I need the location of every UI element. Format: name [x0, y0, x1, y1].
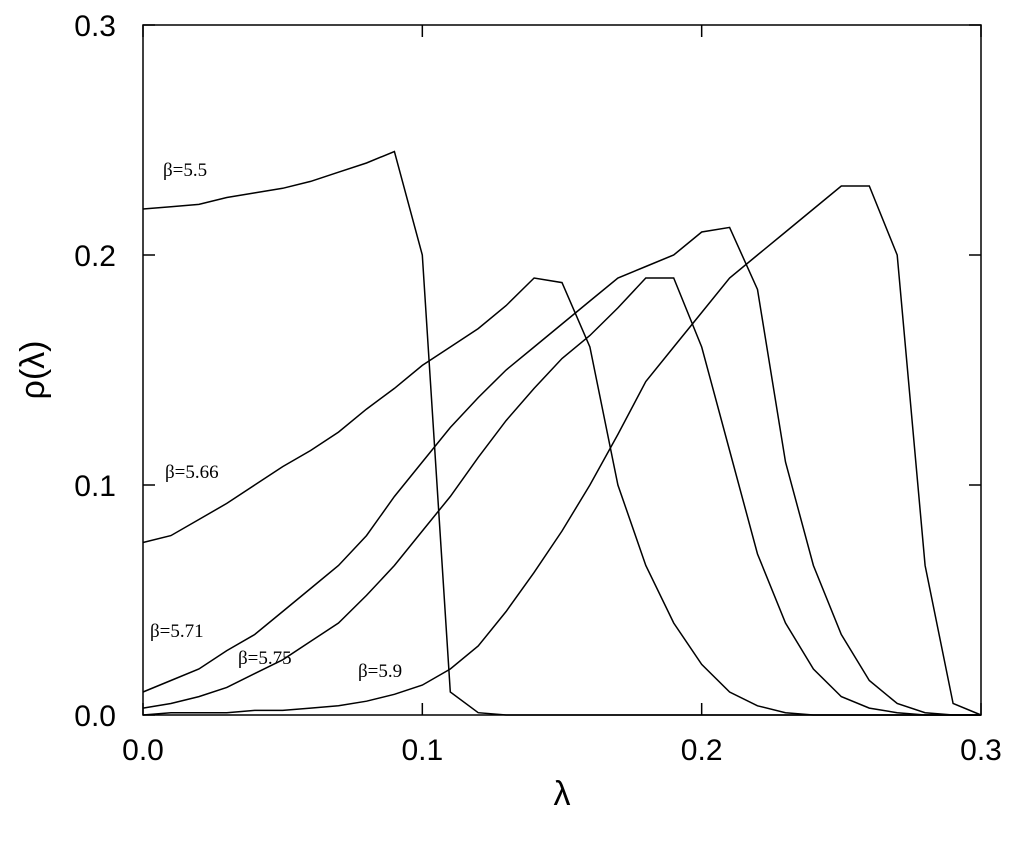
- x-tick-label: 0.1: [401, 734, 443, 767]
- y-tick-label: 0.3: [74, 10, 116, 43]
- series-line: [142, 185, 982, 716]
- series-label: β=5.5: [163, 160, 207, 181]
- y-axis-label: ρ(λ): [14, 341, 52, 400]
- series-line: [142, 277, 981, 716]
- x-tick-label: 0.3: [960, 734, 1002, 767]
- series-label: β=5.9: [358, 661, 402, 682]
- x-tick-label: 0.0: [122, 734, 164, 767]
- plot-frame: [142, 24, 982, 716]
- series-line: [142, 277, 981, 716]
- y-tick-label: 0.1: [74, 470, 116, 503]
- y-tick-label: 0.0: [74, 700, 116, 733]
- series-label: β=5.66: [165, 462, 219, 483]
- series-line: [142, 150, 981, 716]
- series-label: β=5.75: [238, 648, 292, 669]
- series-line: [142, 226, 981, 716]
- x-axis-label: λ: [554, 775, 571, 813]
- series-label: β=5.71: [150, 621, 204, 642]
- x-tick-label: 0.2: [681, 734, 723, 767]
- y-tick-label: 0.2: [74, 240, 116, 273]
